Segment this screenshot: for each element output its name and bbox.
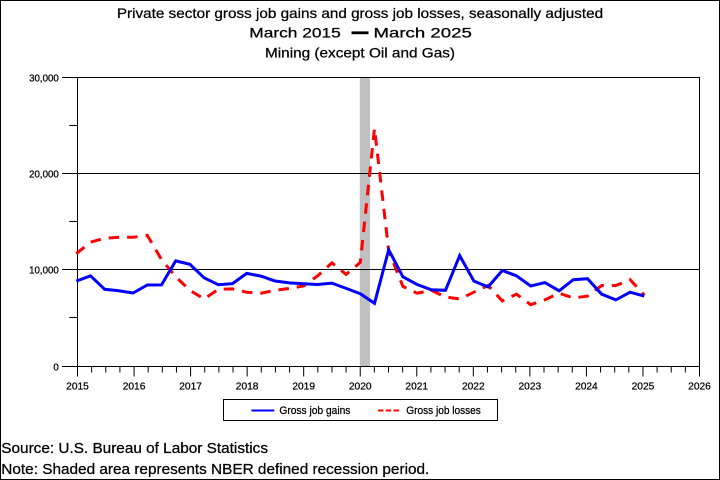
svg-text:Gross job gains: Gross job gains bbox=[279, 405, 350, 417]
svg-text:2024: 2024 bbox=[575, 381, 598, 392]
svg-text:2025: 2025 bbox=[632, 381, 655, 392]
svg-text:0: 0 bbox=[53, 363, 59, 374]
svg-text:Mining (except Oil and Gas): Mining (except Oil and Gas) bbox=[265, 44, 455, 60]
svg-text:Gross job losses: Gross job losses bbox=[406, 405, 481, 417]
svg-text:2017: 2017 bbox=[179, 381, 202, 392]
svg-text:2026: 2026 bbox=[688, 381, 711, 392]
svg-text:Note: Shaded area represents N: Note: Shaded area represents NBER define… bbox=[1, 462, 429, 478]
svg-text:2015: 2015 bbox=[66, 381, 89, 392]
svg-text:2018: 2018 bbox=[236, 381, 259, 392]
svg-text:20,000: 20,000 bbox=[29, 170, 59, 181]
svg-text:Private sector gross job gains: Private sector gross job gains and gross… bbox=[117, 5, 603, 21]
svg-text:2019: 2019 bbox=[292, 381, 315, 392]
svg-text:March 2025: March 2025 bbox=[374, 25, 473, 41]
svg-text:2023: 2023 bbox=[519, 381, 542, 392]
svg-text:2016: 2016 bbox=[123, 381, 146, 392]
svg-text:30,000: 30,000 bbox=[29, 74, 59, 85]
svg-text:Source: U.S. Bureau of Labor S: Source: U.S. Bureau of Labor Statistics bbox=[1, 441, 268, 457]
svg-text:2020: 2020 bbox=[349, 381, 372, 392]
svg-text:2021: 2021 bbox=[405, 381, 428, 392]
svg-text:March 2015: March 2015 bbox=[249, 25, 341, 41]
svg-text:2022: 2022 bbox=[462, 381, 485, 392]
svg-text:10,000: 10,000 bbox=[29, 266, 59, 277]
